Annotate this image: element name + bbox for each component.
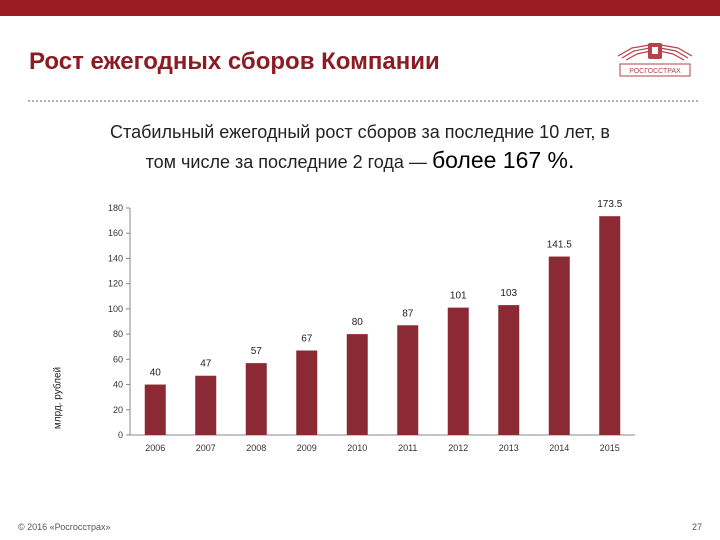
- x-tick-label: 2013: [499, 443, 519, 453]
- data-label: 47: [200, 359, 212, 370]
- x-tick-label: 2011: [398, 443, 417, 453]
- bar: [599, 216, 621, 435]
- revenue-bar-chart: 0 20 40 60 80 100 120 140 160 180 2006 40 2007 47 2008…: [108, 199, 635, 453]
- x-tick-label: 2007: [196, 443, 216, 453]
- data-label: 57: [251, 346, 263, 357]
- y-tick-label: 60: [113, 354, 123, 364]
- bar: [195, 375, 217, 435]
- bar: [245, 363, 267, 435]
- subtitle-line-1: Стабильный ежегодный рост сборов за посл…: [110, 122, 610, 142]
- bar: [346, 334, 368, 435]
- bar: [296, 350, 318, 435]
- subtitle-line-2: том числе за последние 2 года —: [145, 152, 427, 172]
- x-tick-label: 2015: [600, 443, 620, 453]
- y-tick-label: 120: [108, 279, 123, 289]
- bar: [397, 325, 419, 435]
- title-divider: [28, 100, 698, 102]
- page-number: 27: [691, 522, 702, 532]
- data-label: 80: [352, 317, 364, 328]
- chart-subtitle: Стабильный ежегодный рост сборов за посл…: [20, 118, 700, 176]
- x-tick-label: 2006: [145, 443, 165, 453]
- data-label: 103: [500, 288, 517, 299]
- data-label: 173.5: [597, 199, 622, 210]
- top-brand-bar: [0, 0, 720, 16]
- logo-text: РОСГОССТРАХ: [629, 68, 681, 75]
- bar: [144, 384, 166, 435]
- x-tick-label: 2008: [246, 443, 266, 453]
- y-tick-label: 0: [118, 430, 123, 440]
- y-axis-label: млрд. рублей: [52, 366, 64, 430]
- x-tick-label: 2014: [549, 443, 569, 453]
- y-tick-label: 20: [113, 405, 123, 415]
- page-title: Рост ежегодных сборов Компании: [29, 48, 440, 75]
- y-tick-label: 40: [113, 380, 123, 390]
- y-tick-label: 160: [108, 228, 123, 238]
- data-label: 101: [450, 291, 467, 302]
- y-tick-label: 180: [108, 203, 123, 213]
- bar: [548, 256, 570, 435]
- data-label: 67: [301, 334, 313, 345]
- x-tick-label: 2010: [347, 443, 367, 453]
- footer-copyright: © 2016 «Росгосстрах»: [18, 522, 111, 532]
- y-tick-label: 80: [113, 329, 123, 339]
- x-tick-label: 2009: [297, 443, 317, 453]
- company-logo: РОСГОССТРАХ: [617, 43, 693, 77]
- subtitle-emphasis: более 167 %.: [431, 147, 575, 173]
- data-label: 141.5: [547, 240, 572, 251]
- y-tick-label: 100: [108, 304, 123, 314]
- data-label: 40: [150, 368, 162, 379]
- bar: [447, 307, 469, 435]
- x-tick-label: 2012: [448, 443, 468, 453]
- y-tick-label: 140: [108, 253, 123, 263]
- data-label: 87: [402, 308, 414, 319]
- bar: [498, 305, 520, 435]
